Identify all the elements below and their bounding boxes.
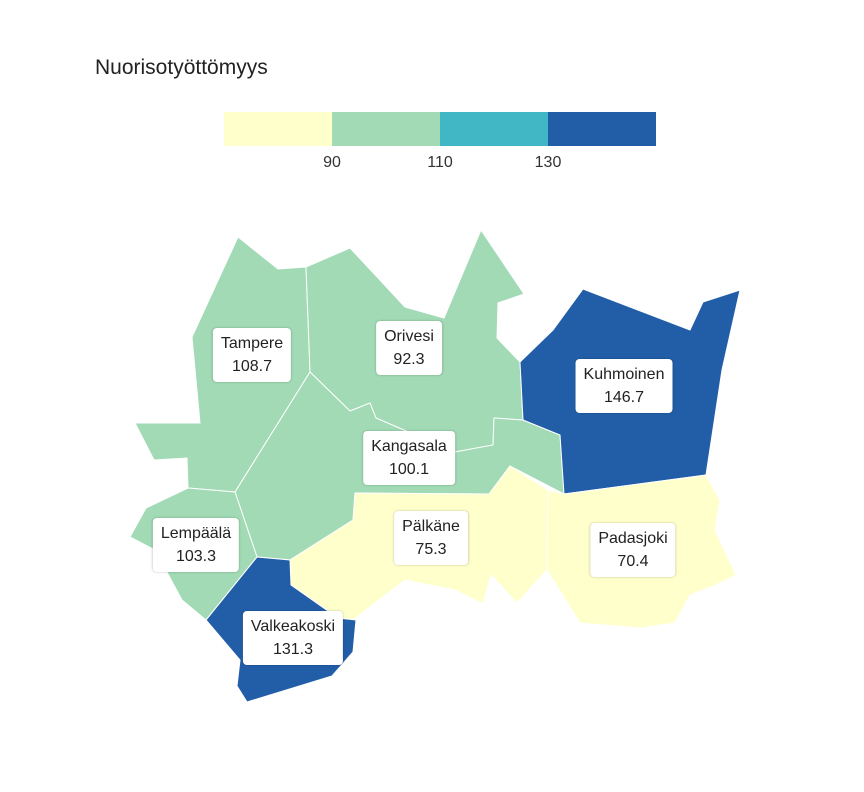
region-name: Pälkäne [402,518,460,535]
legend-swatch-3 [440,112,548,146]
region-value: 100.1 [388,461,430,478]
legend-swatch-2 [332,112,440,146]
region-label-palkane: Pälkäne 75.3 [394,511,468,565]
legend-swatch-4 [548,112,656,146]
region-name: Tampere [220,335,284,352]
legend-swatch-1 [224,112,332,146]
region-value: 108.7 [231,358,273,375]
legend-tick: 130 [534,154,562,171]
region-value: 131.3 [272,641,314,658]
region-label-lempaala: Lempäälä 103.3 [152,518,240,572]
region-label-valkeakoski: Valkeakoski 131.3 [242,611,344,665]
color-legend [224,112,656,146]
region-label-tampere: Tampere 108.7 [212,328,292,382]
region-value: 103.3 [175,548,217,565]
region-label-kuhmoinen: Kuhmoinen 146.7 [575,359,673,413]
region-name: Lempäälä [160,525,232,542]
legend-tick: 110 [427,154,453,171]
region-value: 70.4 [617,553,649,570]
region-value: 92.3 [393,351,425,368]
region-label-orivesi: Orivesi 92.3 [376,321,442,375]
region-label-kangasala: Kangasala 100.1 [363,431,455,485]
region-name: Orivesi [384,328,434,345]
region-name: Padasjoki [598,530,668,547]
region-name: Kangasala [371,438,447,455]
region-value: 146.7 [603,389,645,406]
legend-tick: 90 [323,154,341,171]
region-name: Valkeakoski [250,618,336,635]
region-label-padasjoki: Padasjoki 70.4 [590,523,676,577]
region-value: 75.3 [415,541,447,558]
map-title: Nuorisotyöttömyys [95,56,268,79]
region-name: Kuhmoinen [583,366,665,383]
